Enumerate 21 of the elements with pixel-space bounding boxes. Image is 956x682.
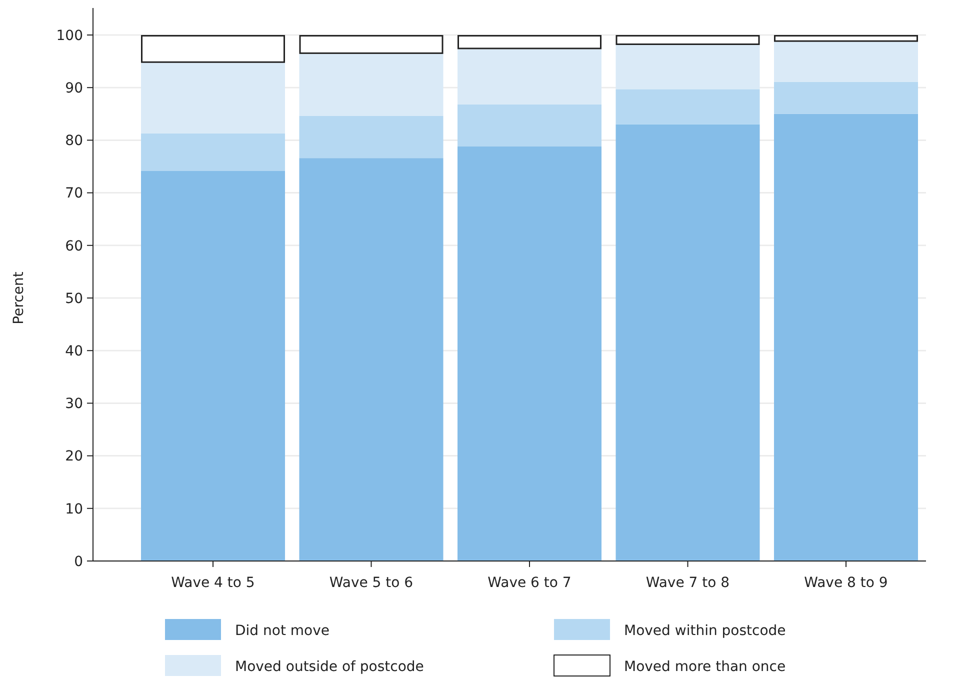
y-tick-label: 90: [65, 80, 83, 96]
y-tick-label: 40: [65, 344, 83, 360]
x-tick-label: Wave 5 to 6: [329, 575, 414, 591]
y-tick-label: 70: [65, 186, 83, 202]
legend-label: Did not move: [235, 622, 330, 639]
y-tick-label: 60: [65, 238, 83, 254]
x-tick-label: Wave 8 to 9: [804, 575, 888, 591]
y-axis-title: Percent: [11, 271, 27, 324]
y-tick-label: 10: [65, 501, 83, 518]
y-tick-label: 100: [56, 28, 83, 44]
y-tick-label: 80: [65, 133, 83, 150]
legend-label: Moved within postcode: [624, 622, 786, 639]
y-tick-label: 0: [74, 554, 83, 570]
x-tick-label: Wave 7 to 8: [646, 575, 730, 591]
y-tick-label: 20: [65, 448, 83, 465]
y-tick-label: 30: [65, 396, 83, 412]
legend-label: Moved more than once: [624, 658, 786, 675]
legend-label: Moved outside of postcode: [235, 658, 424, 675]
x-tick-label: Wave 6 to 7: [488, 575, 572, 591]
y-tick-label: 50: [65, 290, 83, 307]
x-tick-label: Wave 4 to 5: [171, 575, 255, 591]
